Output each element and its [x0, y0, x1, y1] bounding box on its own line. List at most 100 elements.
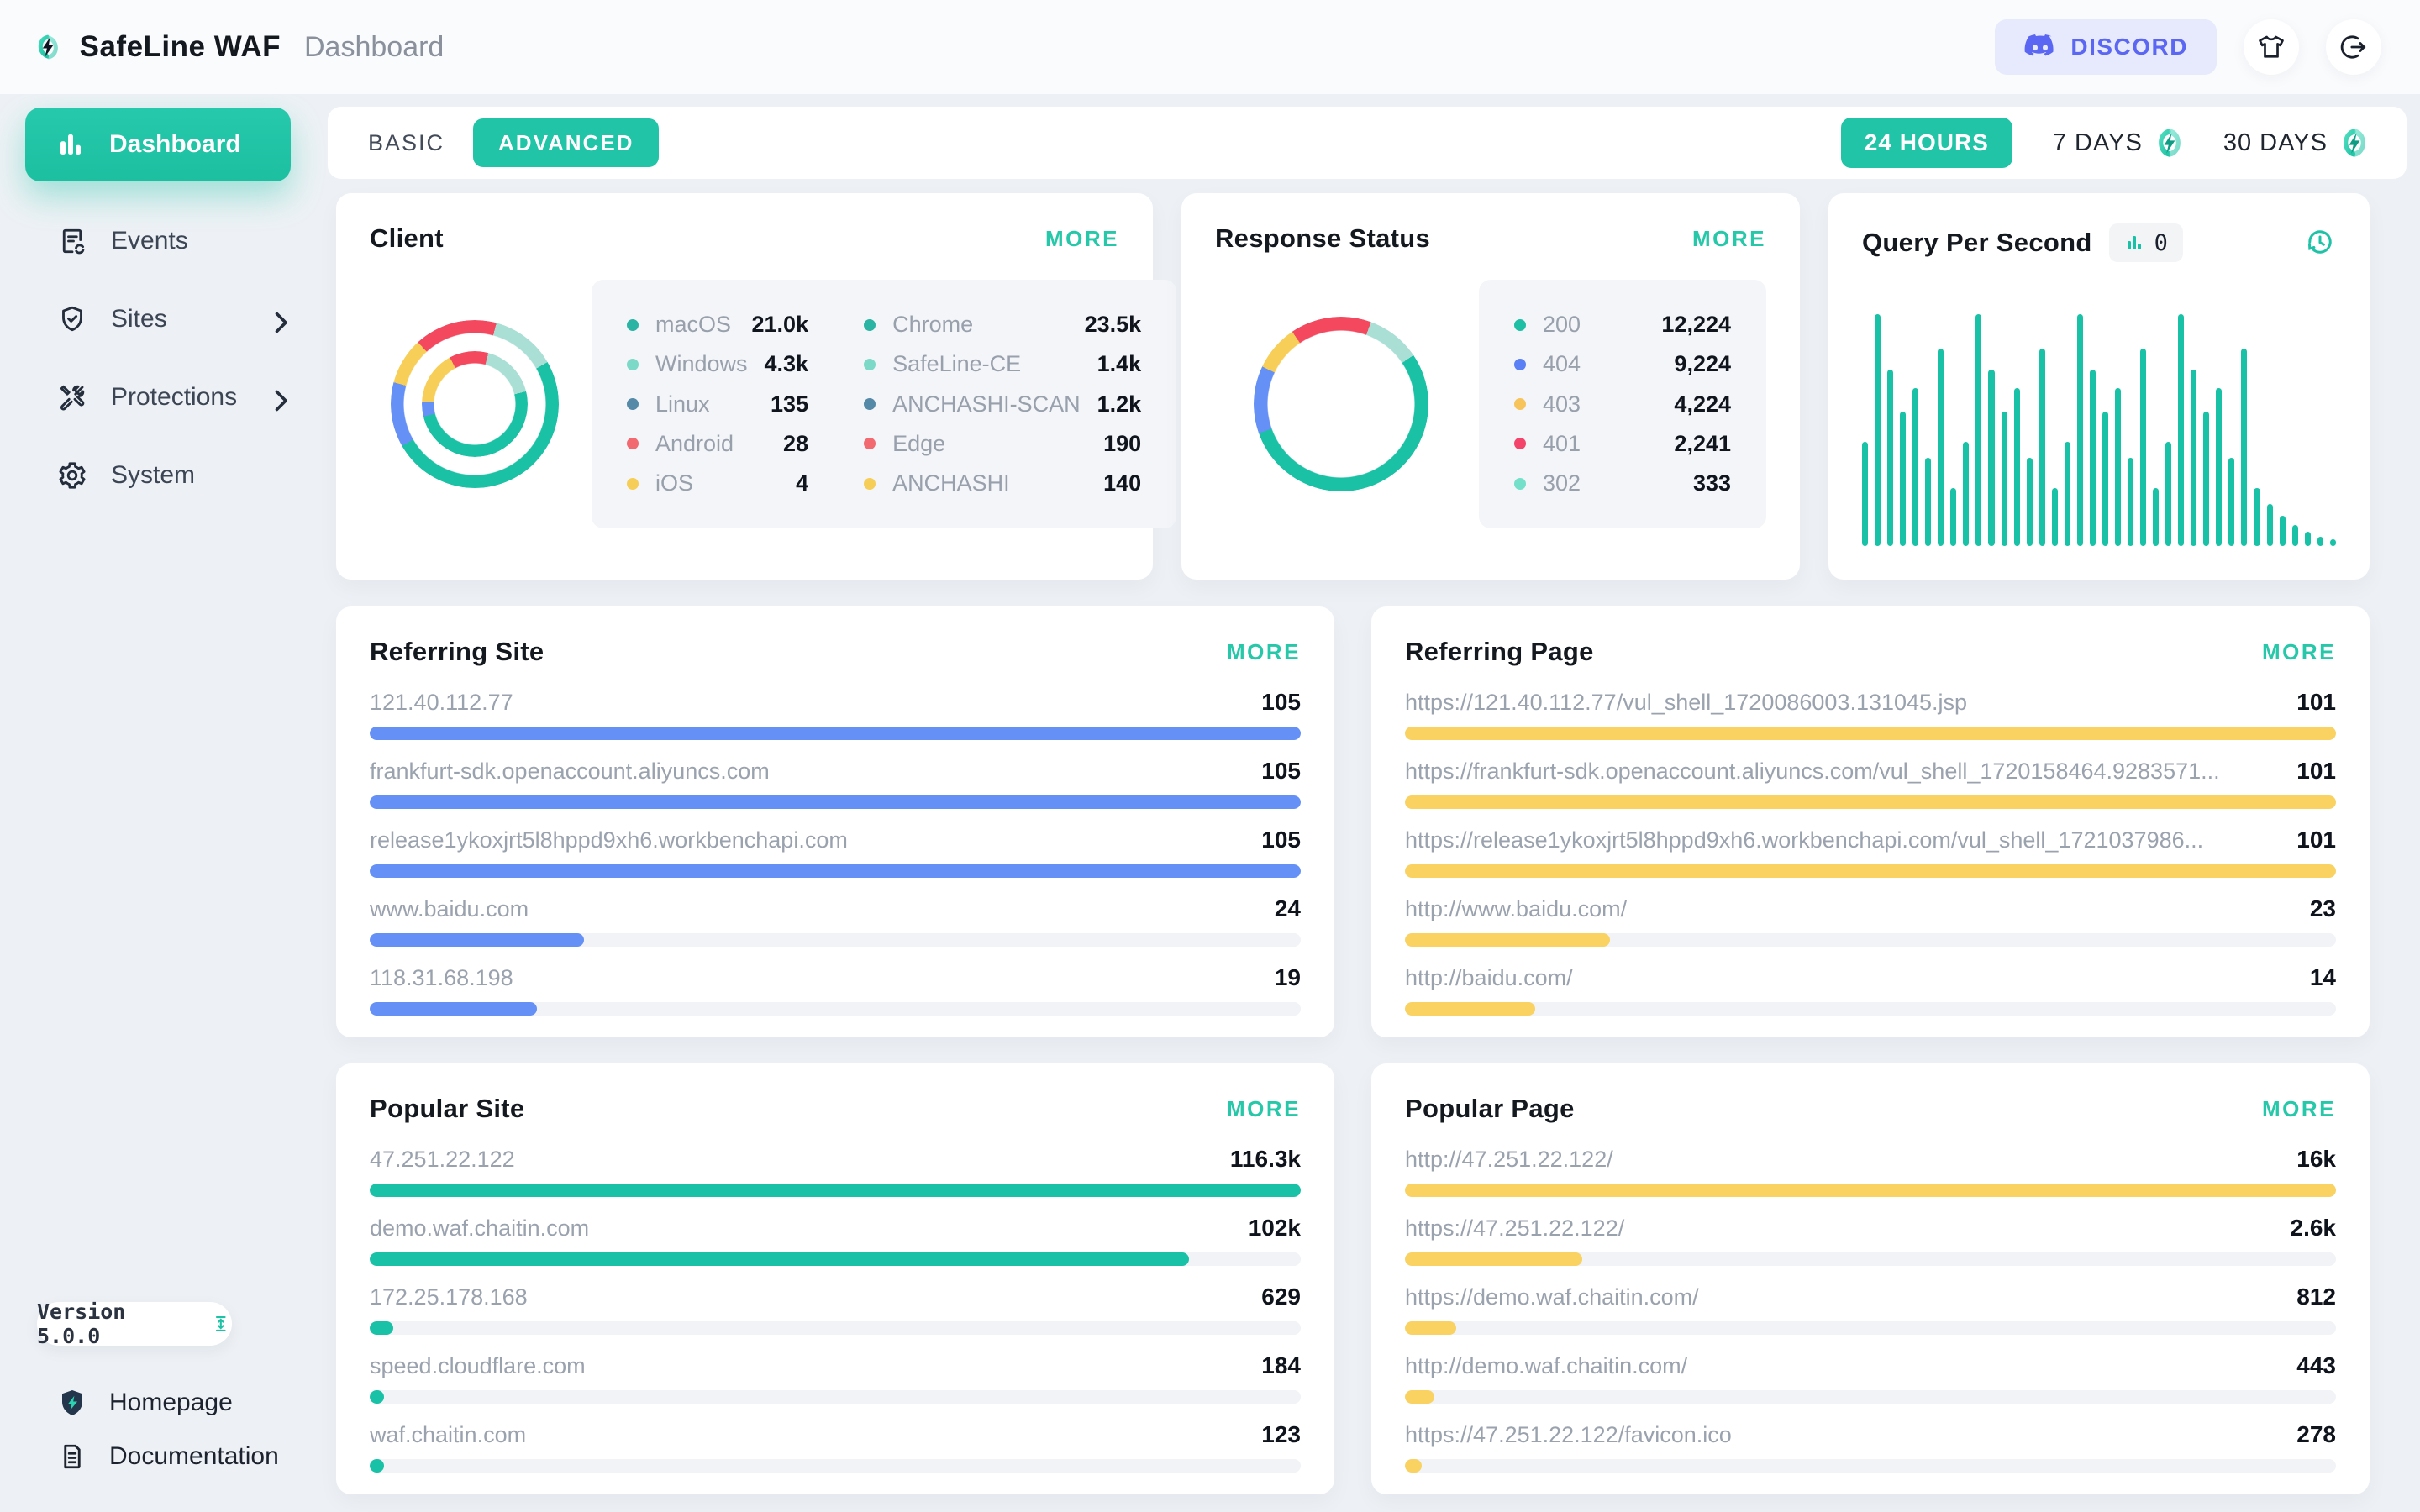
legend-label: Edge	[892, 430, 946, 456]
progress-track	[370, 1321, 1301, 1335]
sidebar-link-homepage[interactable]: Homepage	[0, 1376, 314, 1430]
sidebar-item-events[interactable]: Events	[0, 202, 314, 280]
legend-label: 401	[1543, 430, 1581, 456]
card-title: Query Per Second	[1862, 228, 2092, 257]
legend-item: macOS 21.0k	[627, 312, 808, 338]
legend-label: ANCHASHI-SCAN	[892, 391, 1081, 417]
qps-bar	[1862, 441, 1869, 546]
referring-site-more-link[interactable]: MORE	[1227, 638, 1301, 664]
legend-item: Android 28	[627, 431, 808, 457]
list-item-value: 105	[1261, 758, 1301, 784]
list-item-label: https://47.251.22.122/	[1405, 1215, 1625, 1241]
range-label: 24 HOURS	[1864, 129, 1989, 155]
card-title: Response Status	[1215, 223, 1431, 253]
premium-bolt-icon	[2341, 128, 2368, 158]
sidebar-item-sites[interactable]: Sites	[0, 280, 314, 358]
legend-label: Android	[655, 430, 734, 456]
sidebar-item-system[interactable]: System	[0, 436, 314, 514]
progress-track	[1405, 1252, 2336, 1266]
list-item-value: 2.6k	[2290, 1215, 2337, 1241]
theme-skin-button[interactable]	[2244, 19, 2299, 75]
client-legend: macOS 21.0k Windows 4.3k Linux 135 Android 28 iO…	[592, 280, 1177, 528]
range-7-days[interactable]: 7 DAYS	[2053, 128, 2183, 158]
popular-site-more-link[interactable]: MORE	[1227, 1095, 1301, 1121]
mode-advanced-tab[interactable]: ADVANCED	[473, 118, 660, 167]
list-item-value: 105	[1261, 827, 1301, 853]
list-item-value: 812	[2296, 1284, 2336, 1310]
qps-bar	[2153, 488, 2160, 546]
progress-fill	[370, 1390, 384, 1404]
response-status-donut-chart	[1215, 265, 1467, 543]
discord-button[interactable]: DISCORD	[1995, 19, 2217, 75]
legend-item: 404 9,224	[1514, 351, 1731, 377]
brand: SafeLine WAF	[0, 24, 281, 71]
list-item-label: https://release1ykoxjrt5l8hppd9xh6.workb…	[1405, 827, 2204, 853]
legend-label: macOS	[655, 312, 732, 337]
legend-dot-icon	[1514, 477, 1526, 490]
progress-track	[1405, 864, 2336, 878]
range-24-hours[interactable]: 24 HOURS	[1840, 118, 2012, 168]
shield-check-icon	[57, 304, 87, 334]
chevron-right-icon	[266, 386, 289, 411]
response-status-more-link[interactable]: MORE	[1692, 225, 1766, 251]
card-title: Popular Site	[370, 1094, 525, 1123]
qps-bar	[2304, 532, 2311, 546]
referring-site-list: 121.40.112.77 105 frankfurt-sdk.openaccoun…	[370, 689, 1301, 1016]
legend-item: Chrome 23.5k	[864, 312, 1141, 338]
list-item: 121.40.112.77 105	[370, 689, 1301, 740]
progress-fill	[1405, 795, 2336, 809]
sidebar-item-label: Dashboard	[109, 130, 241, 158]
legend-value: 140	[1103, 470, 1142, 496]
client-more-link[interactable]: MORE	[1045, 225, 1119, 251]
progress-track	[1405, 1321, 2336, 1335]
progress-fill	[370, 864, 1301, 878]
list-item-value: 14	[2309, 964, 2336, 990]
sidebar-item-label: Sites	[111, 304, 167, 333]
legend-value: 1.2k	[1097, 391, 1142, 417]
response-status-legend: 200 12,224 404 9,224 403 4,224 401 2,241 302 333	[1479, 280, 1766, 528]
toolbar: BASIC ADVANCED 24 HOURS 7 DAYS 30 DAYS	[328, 107, 2407, 179]
progress-track	[370, 1390, 1301, 1404]
gear-icon	[57, 460, 87, 491]
legend-value: 333	[1692, 470, 1731, 496]
progress-fill	[1405, 1002, 1536, 1016]
progress-fill	[1405, 1390, 1435, 1404]
sidebar-link-documentation[interactable]: Documentation	[0, 1430, 314, 1483]
time-range-group: 24 HOURS 7 DAYS 30 DAYS	[1840, 118, 2383, 168]
referring-site-card: Referring Site MORE 121.40.112.77 105 fran…	[336, 606, 1334, 1037]
list-item-label: 172.25.178.168	[370, 1284, 528, 1310]
list-item-label: speed.cloudflare.com	[370, 1353, 586, 1378]
list-item-value: 24	[1274, 895, 1301, 921]
list-item: 172.25.178.168 629	[370, 1284, 1301, 1335]
legend-item: Windows 4.3k	[627, 351, 808, 377]
qps-history-button[interactable]	[2304, 226, 2336, 260]
list-item-label: https://121.40.112.77/vul_shell_17200860…	[1405, 690, 1968, 715]
sidebar-item-dashboard[interactable]: Dashboard	[25, 108, 291, 181]
legend-item: Edge 190	[864, 431, 1141, 457]
progress-track	[370, 1184, 1301, 1197]
legend-dot-icon	[864, 398, 876, 410]
progress-track	[370, 1252, 1301, 1266]
list-item-label: waf.chaitin.com	[370, 1422, 527, 1447]
list-item: release1ykoxjrt5l8hppd9xh6.workbenchapi.…	[370, 827, 1301, 878]
progress-track	[370, 727, 1301, 740]
mode-basic-tab[interactable]: BASIC	[368, 129, 445, 155]
logout-button[interactable]	[2326, 19, 2381, 75]
popular-page-more-link[interactable]: MORE	[2262, 1095, 2336, 1121]
list-item: https://47.251.22.122/favicon.ico 278	[1405, 1421, 2336, 1473]
mini-bar-chart-icon	[2127, 236, 2141, 249]
popular-site-list: 47.251.22.122 116.3k demo.waf.chaitin.com 1…	[370, 1146, 1301, 1473]
referring-page-more-link[interactable]: MORE	[2262, 638, 2336, 664]
legend-label: Linux	[655, 391, 710, 417]
list-item: 118.31.68.198 19	[370, 964, 1301, 1016]
legend-label: 403	[1543, 391, 1581, 417]
qps-bar	[1900, 411, 1907, 546]
version-badge[interactable]: Version 5.0.0	[37, 1299, 232, 1348]
sidebar-item-protections[interactable]: Protections	[0, 358, 314, 436]
qps-bar	[2291, 525, 2298, 546]
progress-track	[370, 795, 1301, 809]
list-item-value: 629	[1261, 1284, 1301, 1310]
legend-dot-icon	[627, 318, 639, 331]
range-30-days[interactable]: 30 DAYS	[2223, 128, 2368, 158]
